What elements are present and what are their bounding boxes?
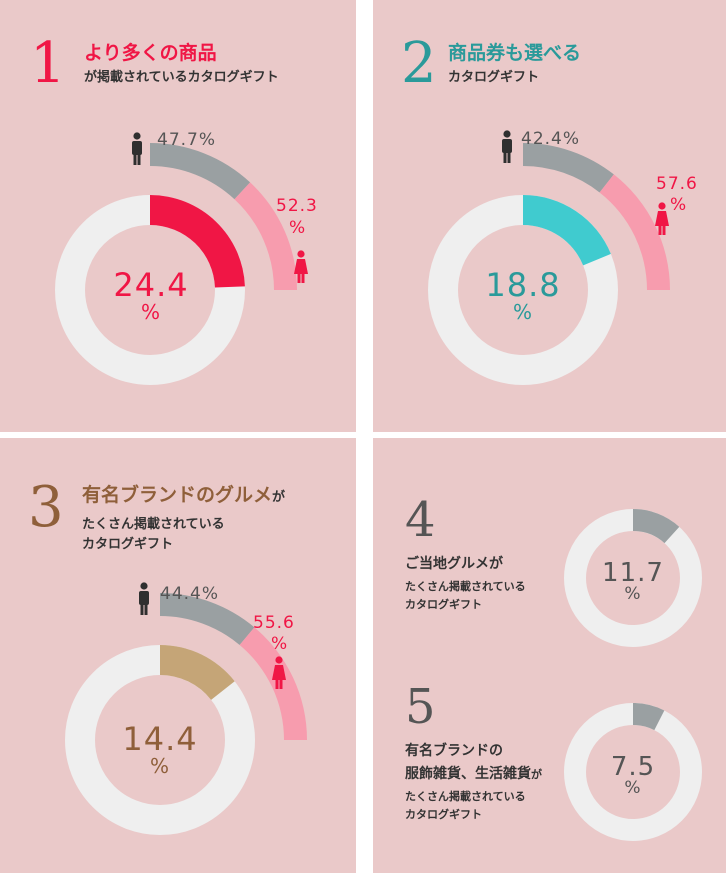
card-3: 3 有名ブランドのグルメが たくさん掲載されている カタログギフト 44.4% …: [0, 438, 356, 873]
card-title: 商品券も選べる: [448, 42, 582, 64]
female-percentage: 55.6: [253, 613, 295, 633]
donut-center-value: 14.4: [122, 720, 198, 758]
female-person-icon: [272, 656, 286, 689]
card-title-particle: が: [272, 490, 286, 505]
female-person-icon: [294, 250, 308, 283]
donut-center-unit: %: [624, 778, 642, 798]
card-4: 4 ご当地グルメが たくさん掲載されている カタログギフト 5 有名ブランドの …: [373, 438, 726, 873]
male-percentage: 44.4%: [160, 584, 220, 604]
card-1: 1 より多くの商品 が掲載されているカタログギフト 47.7% 52.3 % 2…: [0, 0, 356, 432]
donut-value-slice: [160, 645, 235, 700]
female-percentage-unit: %: [271, 634, 289, 654]
female-share-arc: [234, 182, 297, 290]
card-number: 2: [401, 31, 437, 96]
male-share-arc: [523, 143, 614, 193]
donut-value-slice: [633, 703, 665, 731]
item-title: ご当地グルメが: [405, 556, 503, 572]
female-percentage-unit: %: [670, 195, 688, 215]
donut-center-unit: %: [624, 584, 642, 604]
donut-center-unit: %: [149, 754, 170, 778]
male-person-icon: [132, 132, 142, 165]
card-subtitle: カタログギフト: [448, 70, 540, 85]
female-share-arc: [599, 174, 670, 290]
item-title-line-2: 服飾雑貨、生活雑貨が: [405, 766, 542, 783]
male-share-arc: [160, 593, 255, 645]
donut-center-value: 24.4: [113, 266, 189, 304]
card-subtitle: が掲載されているカタログギフト: [84, 70, 279, 85]
card-subtitle-line-2: カタログギフト: [82, 537, 174, 552]
item-title-particle: が: [531, 768, 542, 781]
donut-center-value: 7.5: [610, 752, 656, 782]
card-number: 3: [28, 475, 64, 540]
item-subtitle-line-1: たくさん掲載されている: [405, 580, 526, 593]
female-share-arc: [239, 627, 307, 740]
card-subtitle-line-1: たくさん掲載されている: [82, 517, 225, 532]
card-title: より多くの商品: [84, 42, 217, 64]
item-title-text: 服飾雑貨、生活雑貨: [405, 766, 531, 782]
card-title: 有名ブランドのグルメが: [82, 484, 285, 507]
female-percentage: 52.3: [276, 196, 318, 216]
card-background: [373, 438, 726, 873]
card-number: 1: [30, 31, 66, 96]
item-number: 4: [405, 492, 436, 548]
item-title-line-1: 有名ブランドの: [405, 743, 503, 759]
donut-value-slice: [150, 195, 245, 288]
male-share-arc: [150, 143, 251, 200]
donut-center-value: 18.8: [485, 266, 561, 304]
donut-center-unit: %: [512, 300, 533, 324]
female-percentage-unit: %: [289, 218, 307, 238]
card-title-line: 有名ブランドのグルメ: [82, 484, 273, 506]
item-subtitle-line-2: カタログギフト: [405, 598, 482, 611]
donut-chart-2: [428, 130, 670, 385]
donut-chart-3: [65, 582, 307, 835]
donut-chart-1: [55, 132, 308, 385]
item-subtitle-line-2: カタログギフト: [405, 808, 482, 821]
item-subtitle-line-1: たくさん掲載されている: [405, 790, 526, 803]
card-2: 2 商品券も選べる カタログギフト 42.4% 57.6 % 18.8 %: [373, 0, 726, 432]
small-donut-charts: [564, 509, 702, 841]
male-person-icon: [139, 582, 149, 615]
donut-center-unit: %: [140, 300, 161, 324]
donut-center-value: 11.7: [602, 558, 664, 588]
donut-value-slice: [523, 195, 611, 266]
male-percentage: 47.7%: [157, 130, 217, 150]
male-person-icon: [502, 130, 512, 163]
male-percentage: 42.4%: [521, 129, 581, 149]
female-percentage: 57.6: [656, 174, 698, 194]
donut-value-slice: [633, 509, 680, 544]
item-number: 5: [405, 679, 436, 735]
female-person-icon: [655, 202, 669, 235]
